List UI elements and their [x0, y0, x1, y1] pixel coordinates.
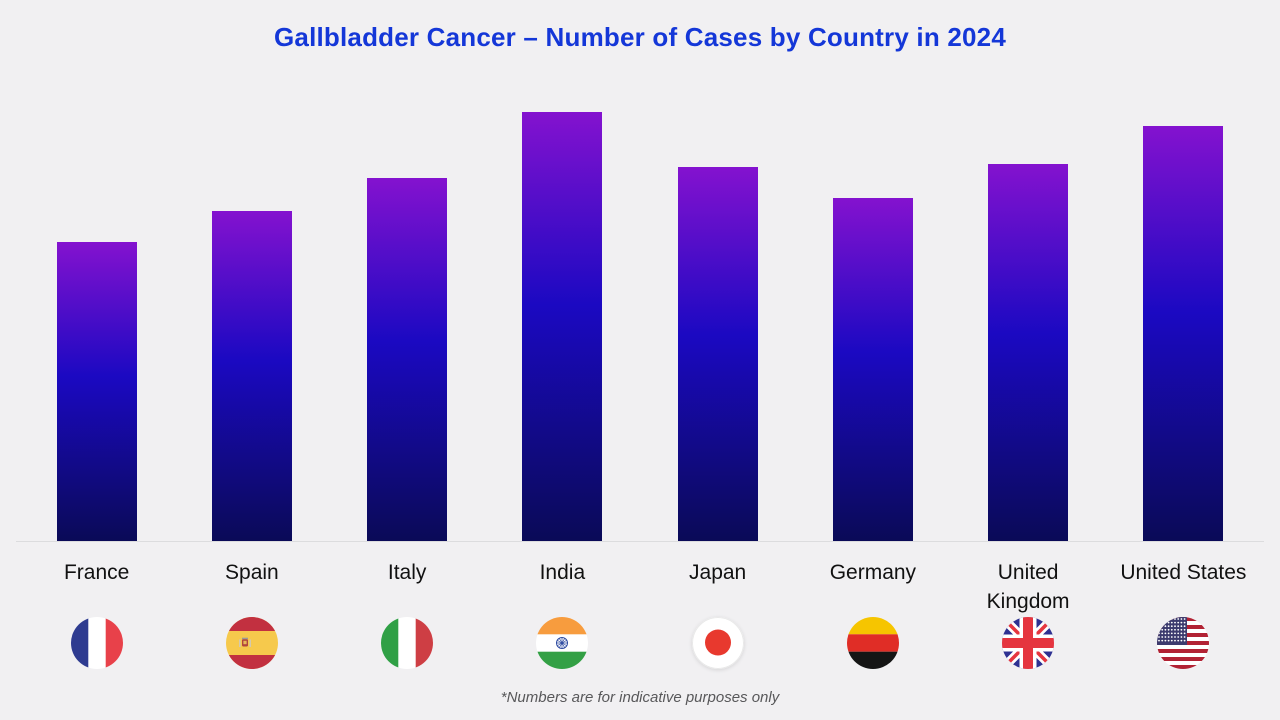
label-column-japan: Japan — [640, 558, 795, 617]
flag-column-germany — [795, 617, 950, 669]
india-flag-icon — [536, 617, 589, 669]
bar-column-india — [485, 112, 640, 541]
category-labels-row: France Spain Italy India Japan Germany U… — [0, 558, 1280, 617]
france-flag-icon — [70, 617, 123, 669]
country-label-spain: Spain — [225, 561, 279, 584]
bar-column-france — [19, 242, 174, 541]
united-kingdom-flag-icon — [1002, 617, 1055, 669]
country-label-italy: Italy — [387, 561, 427, 584]
baseline-axis — [16, 541, 1264, 542]
bar-germany — [832, 198, 913, 541]
label-column-france: France — [19, 558, 174, 617]
country-label-japan: Japan — [689, 561, 747, 584]
flag-column-united-states — [1106, 617, 1261, 669]
bar-column-germany — [795, 198, 950, 541]
flag-column-united-kingdom — [951, 617, 1106, 669]
chart-title: Gallbladder Cancer – Number of Cases by … — [273, 22, 1006, 52]
country-label-united-kingdom: United Kingdom — [986, 561, 1070, 614]
bar-column-united-states — [1106, 126, 1261, 541]
flag-column-japan — [640, 617, 795, 669]
bar-japan — [677, 167, 758, 541]
bar-united-states — [1143, 126, 1224, 541]
japan-flag-icon — [691, 617, 744, 669]
label-column-united-states: United States — [1106, 558, 1261, 617]
flags-row — [0, 617, 1280, 669]
bar-column-japan — [640, 167, 795, 541]
label-column-india: India — [485, 558, 640, 617]
label-column-united-kingdom: United Kingdom — [951, 558, 1106, 617]
germany-flag-icon — [846, 617, 899, 669]
country-label-india: India — [539, 561, 586, 584]
country-label-france: France — [63, 561, 130, 584]
bar-column-spain — [174, 211, 329, 541]
bar-france — [56, 242, 137, 541]
flag-column-india — [485, 617, 640, 669]
bar-united-kingdom — [988, 164, 1069, 541]
spain-flag-icon — [225, 617, 278, 669]
flag-column-italy — [330, 617, 485, 669]
label-column-spain: Spain — [174, 558, 329, 617]
label-column-germany: Germany — [795, 558, 950, 617]
bar-column-italy — [330, 178, 485, 541]
bar-india — [522, 112, 603, 541]
bar-italy — [367, 178, 448, 541]
flag-column-spain — [174, 617, 329, 669]
flag-column-france — [19, 617, 174, 669]
label-column-italy: Italy — [330, 558, 485, 617]
country-label-germany: Germany — [829, 561, 917, 584]
bars-row — [19, 112, 1261, 541]
bar-spain — [211, 211, 292, 541]
bar-column-united-kingdom — [951, 164, 1106, 541]
united-states-flag-icon — [1157, 617, 1210, 669]
footnote: *Numbers are for indicative purposes onl… — [500, 689, 780, 706]
country-label-united-states: United States — [1120, 561, 1247, 584]
italy-flag-icon — [381, 617, 434, 669]
